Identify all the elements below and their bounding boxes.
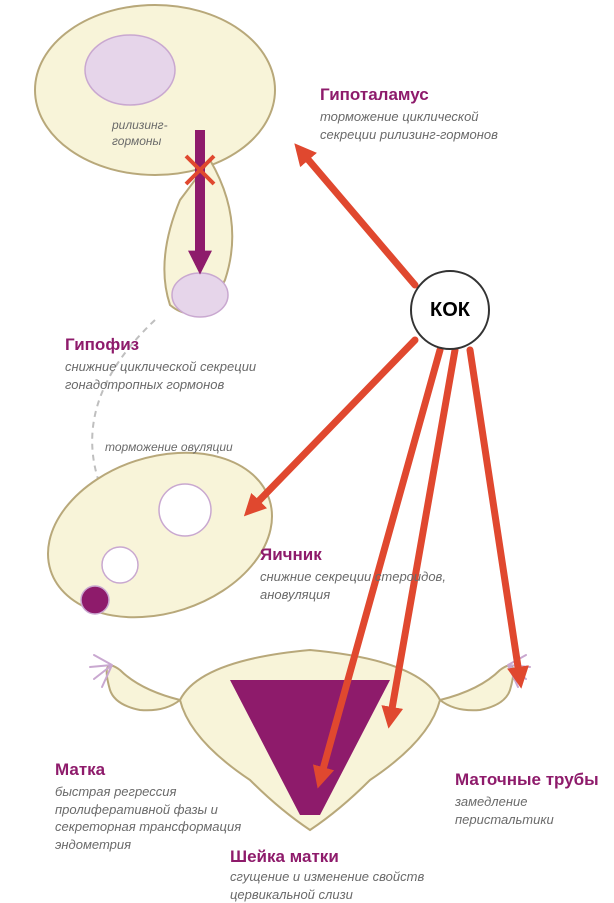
hypothalamus-title: Гипоталамус (320, 85, 429, 105)
uterus-desc: быстрая регрессия пролиферативной фазы и… (55, 783, 255, 853)
hypothalamus-desc: торможение циклической секреции рилизинг… (320, 108, 520, 143)
tubes-desc: замедление перистальтики (455, 793, 605, 828)
ovary-title: Яичник (260, 545, 322, 565)
ovary-desc: снижние секреции стероидов, ановуляция (260, 568, 490, 603)
title-text: Шейка матки (230, 847, 339, 866)
title-text: Маточные трубы (455, 770, 599, 789)
uterus-title: Матка (55, 760, 105, 780)
releasing-hormones-label: рилизинг- гормоны (112, 118, 192, 149)
kok-label: КОК (430, 299, 470, 322)
pituitary-desc: снижние циклической секреции гонадотропн… (65, 358, 275, 393)
title-text: Гипоталамус (320, 85, 429, 104)
ovulation-inhibition-label: торможение овуляции (105, 440, 233, 456)
title-text: Гипофиз (65, 335, 139, 354)
tubes-title: Маточные трубы (455, 770, 599, 790)
cervix-desc: сгущение и изменение свойств цервикально… (230, 868, 490, 903)
pituitary-title: Гипофиз (65, 335, 139, 355)
kok-node: КОК (410, 270, 490, 350)
cervix-title: Шейка матки (230, 847, 339, 867)
title-text: Яичник (260, 545, 322, 564)
title-text: Матка (55, 760, 105, 779)
